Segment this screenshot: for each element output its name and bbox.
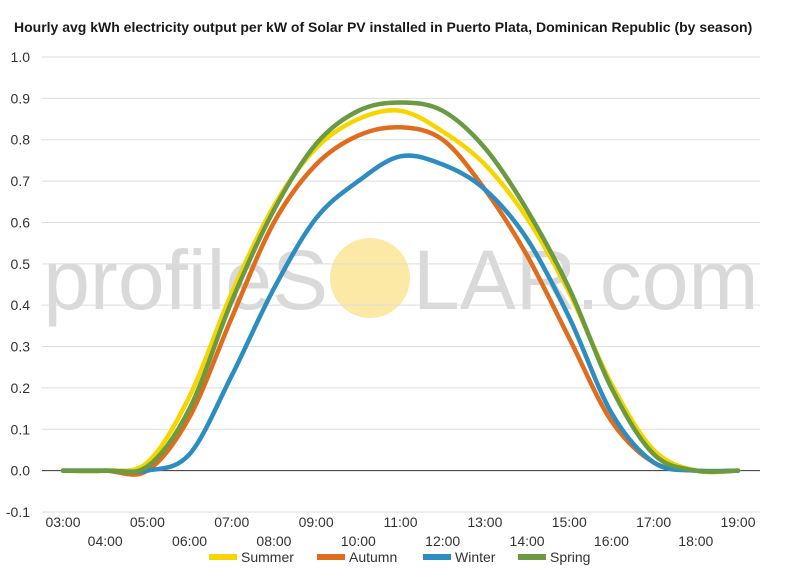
series-lines	[60, 100, 741, 477]
x-tick-label: 14:00	[510, 533, 545, 549]
x-tick-label: 17:00	[636, 514, 671, 530]
x-tick-label: 18:00	[678, 533, 713, 549]
legend-swatch-summer	[209, 554, 237, 560]
x-tick-label: 04:00	[88, 533, 123, 549]
legend-label-autumn: Autumn	[349, 549, 397, 565]
series-line-autumn	[60, 124, 741, 477]
legend: Summer Autumn Winter Spring	[209, 549, 590, 565]
x-tick-label: 11:00	[384, 514, 418, 530]
legend-label-spring: Spring	[550, 549, 590, 565]
sun-icon	[330, 238, 410, 318]
x-tick-label: 06:00	[172, 533, 207, 549]
y-tick-label: -0.1	[6, 504, 30, 520]
y-tick-label: 0.5	[11, 256, 31, 272]
y-tick-label: 0.6	[11, 214, 31, 230]
x-tick-label: 19:00	[720, 514, 755, 530]
watermark: profileS LAR.com	[43, 233, 758, 327]
y-axis: 1.0 0.9 0.8 0.7 0.6 0.5 0.4 0.3 0.2 0.1 0.0 -0.1	[6, 49, 30, 520]
legend-swatch-winter	[423, 554, 451, 560]
series-line-spring	[60, 100, 741, 475]
x-tick-label: 09:00	[299, 514, 334, 530]
chart-title: Hourly avg kWh electricity output per kW…	[14, 19, 753, 35]
legend-swatch-spring	[518, 554, 546, 560]
watermark-text-left: profileS	[43, 233, 328, 327]
x-axis: 03:00 05:00 07:00 09:00 11:00 13:00 15:00 17:00…	[45, 514, 755, 549]
legend-swatch-autumn	[317, 554, 345, 560]
y-tick-label: 0.3	[11, 339, 31, 355]
series-line-winter	[60, 153, 741, 475]
x-tick-label: 12:00	[425, 533, 460, 549]
watermark-text-right: LAR.com	[413, 233, 758, 327]
y-tick-label: 1.0	[11, 49, 31, 65]
y-tick-label: 0.0	[11, 463, 31, 479]
x-tick-label: 05:00	[130, 514, 165, 530]
y-tick-label: 0.9	[11, 90, 31, 106]
x-tick-label: 16:00	[594, 533, 629, 549]
y-tick-label: 0.4	[11, 297, 31, 313]
legend-label-summer: Summer	[241, 549, 294, 565]
x-tick-label: 13:00	[467, 514, 502, 530]
x-tick-label: 08:00	[256, 533, 291, 549]
x-tick-label: 10:00	[341, 533, 376, 549]
legend-label-winter: Winter	[455, 549, 496, 565]
x-tick-label: 03:00	[45, 514, 80, 530]
y-tick-label: 0.7	[11, 173, 31, 189]
y-tick-label: 0.2	[11, 380, 31, 396]
y-tick-label: 0.1	[11, 421, 31, 437]
y-tick-label: 0.8	[11, 132, 31, 148]
grid	[42, 56, 760, 513]
x-tick-label: 07:00	[214, 514, 249, 530]
x-tick-label: 15:00	[552, 514, 587, 530]
